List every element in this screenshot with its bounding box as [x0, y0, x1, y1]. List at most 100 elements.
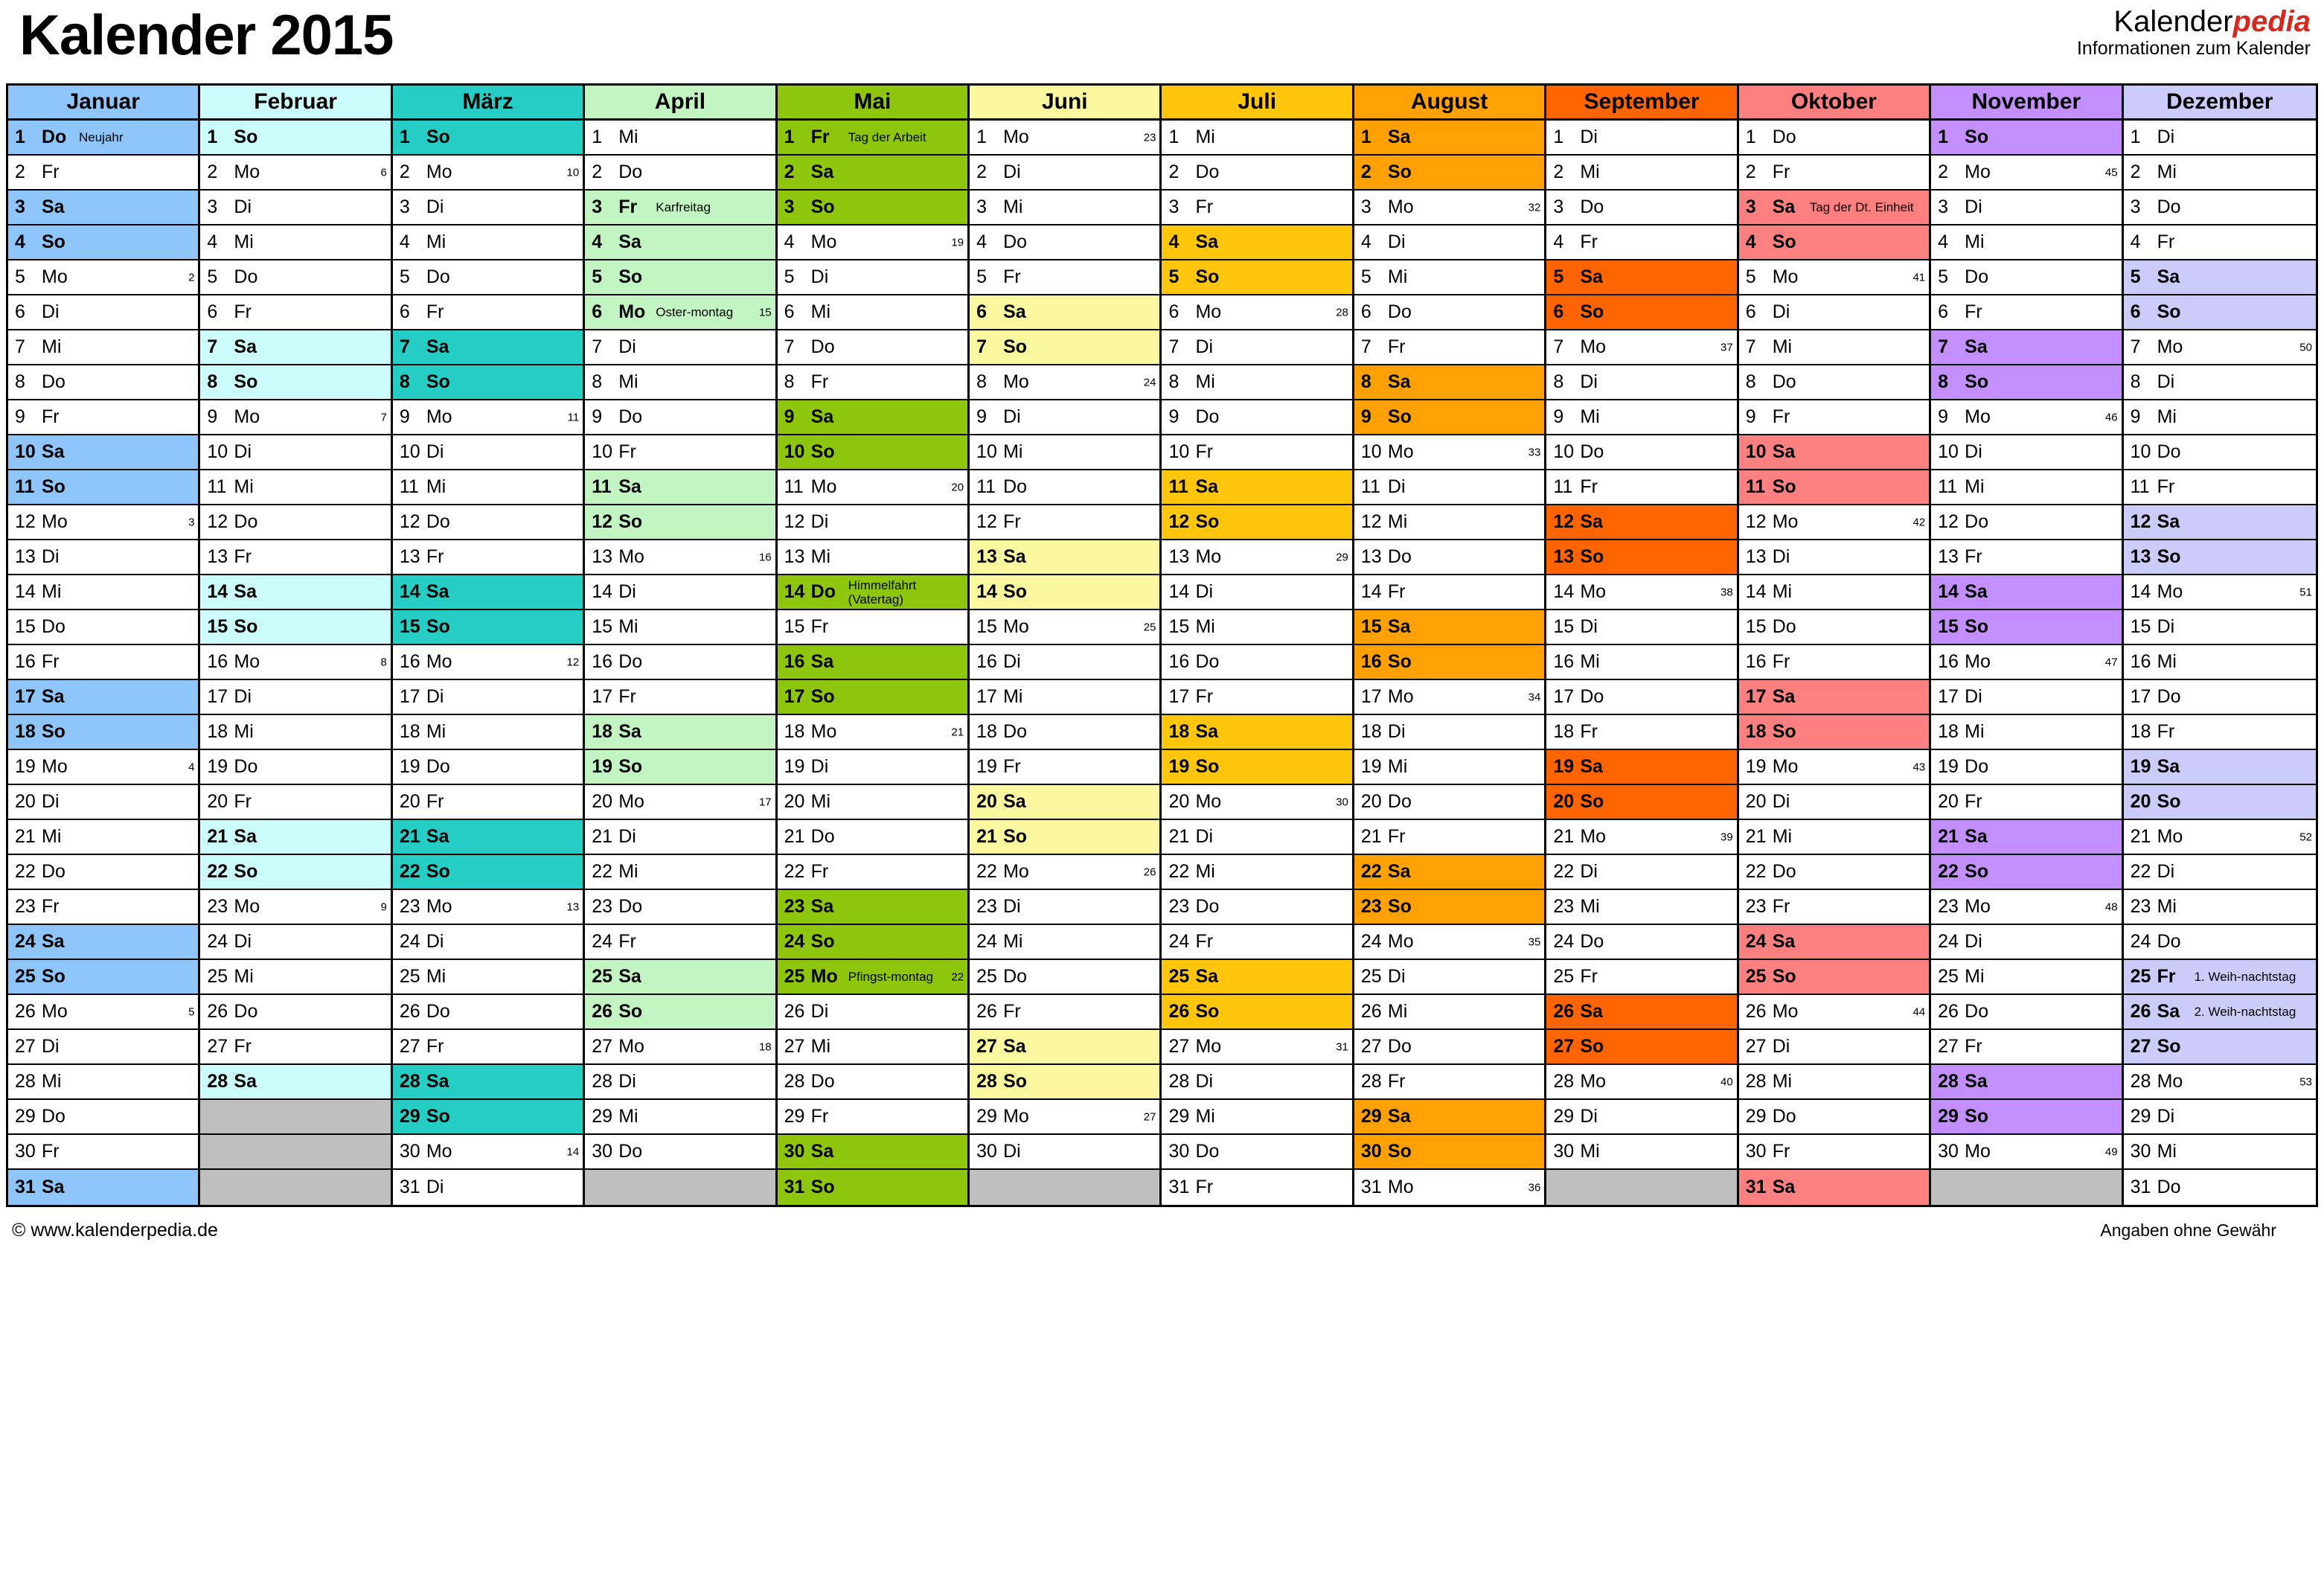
day-cell[interactable]: 11 Do	[970, 470, 1160, 505]
day-cell[interactable]: 8 Mo 24	[970, 365, 1160, 400]
day-cell[interactable]: 4 So	[1738, 225, 1930, 260]
day-cell[interactable]: 7 Sa	[200, 330, 391, 365]
day-cell[interactable]: 27 So	[2123, 1030, 2316, 1065]
day-cell[interactable]: 12 Sa	[2123, 505, 2316, 540]
day-cell[interactable]: 4 Do	[970, 225, 1160, 260]
day-cell[interactable]: 13 Di	[1738, 540, 1930, 575]
day-cell[interactable]: 29 Mi	[1162, 1100, 1352, 1135]
day-cell[interactable]: 28 Fr	[1354, 1065, 1545, 1100]
day-cell[interactable]: 10 Di	[392, 435, 583, 470]
day-cell[interactable]: 18 Fr	[2123, 715, 2316, 750]
day-cell[interactable]: 2 Fr	[8, 156, 199, 191]
day-cell[interactable]: 30 Do	[1162, 1135, 1352, 1170]
day-cell[interactable]: 16 Do	[1162, 645, 1352, 680]
day-cell[interactable]: 8 Mi	[585, 365, 775, 400]
day-cell[interactable]: 27 Mo 31	[1162, 1030, 1352, 1065]
day-cell[interactable]: 13 So	[2123, 540, 2316, 575]
day-cell[interactable]: 23 Sa	[777, 890, 968, 925]
day-cell[interactable]: 14 Sa	[200, 575, 391, 610]
day-cell[interactable]: 1 Mi	[585, 121, 775, 156]
day-cell[interactable]: 2 So	[1354, 156, 1545, 191]
day-cell[interactable]: 9 Mo 46	[1931, 400, 2122, 435]
day-cell[interactable]: 10 Di	[1931, 435, 2122, 470]
day-cell[interactable]: 9 Mo 11	[392, 400, 583, 435]
day-cell[interactable]: 28 Sa	[1931, 1065, 2122, 1100]
day-cell[interactable]: 1 So	[200, 121, 391, 156]
day-cell[interactable]: 27 Fr	[1931, 1030, 2122, 1065]
day-cell[interactable]: 28 Sa	[200, 1065, 391, 1100]
day-cell[interactable]: 15 Do	[1738, 610, 1930, 645]
day-cell[interactable]: 28 Mo 53	[2123, 1065, 2316, 1100]
day-cell[interactable]: 29 So	[1931, 1100, 2122, 1135]
day-cell[interactable]: 6 Mi	[777, 295, 968, 330]
day-cell[interactable]: 2 Mi	[2123, 156, 2316, 191]
day-cell[interactable]: 21 Di	[1162, 820, 1352, 855]
day-cell[interactable]: 25 Mi	[392, 960, 583, 995]
day-cell[interactable]: 6 Fr	[200, 295, 391, 330]
day-cell[interactable]: 15 So	[200, 610, 391, 645]
day-cell[interactable]: 12 So	[585, 505, 775, 540]
day-cell[interactable]: 18 Mi	[200, 715, 391, 750]
day-cell[interactable]: 29 Do	[1738, 1100, 1930, 1135]
day-cell[interactable]: 16 Sa	[777, 645, 968, 680]
day-cell[interactable]: 14 Di	[1162, 575, 1352, 610]
day-cell[interactable]: 3 Fr	[1162, 191, 1352, 225]
day-cell[interactable]: 7 Di	[585, 330, 775, 365]
day-cell[interactable]: 25 Sa	[585, 960, 775, 995]
day-cell[interactable]: 21 So	[970, 820, 1160, 855]
day-cell[interactable]: 9 Fr	[1738, 400, 1930, 435]
day-cell[interactable]: 19 Mo 4	[8, 750, 199, 785]
day-cell[interactable]: 1 Do Neujahr	[8, 121, 199, 156]
day-cell[interactable]: 8 Di	[1546, 365, 1737, 400]
day-cell[interactable]: 6 Mo Oster-​montag 15	[585, 295, 775, 330]
day-cell[interactable]: 15 Mi	[1162, 610, 1352, 645]
day-cell[interactable]: 8 So	[1931, 365, 2122, 400]
day-cell[interactable]: 22 Mi	[1162, 855, 1352, 890]
day-cell[interactable]: 23 Mo 48	[1931, 890, 2122, 925]
day-cell[interactable]: 1 Di	[2123, 121, 2316, 156]
day-cell[interactable]: 4 So	[8, 225, 199, 260]
day-cell[interactable]: 3 Di	[200, 191, 391, 225]
day-cell[interactable]: 23 Mo 13	[392, 890, 583, 925]
day-cell[interactable]: 4 Mi	[1931, 225, 2122, 260]
day-cell[interactable]: 29 Di	[2123, 1100, 2316, 1135]
day-cell[interactable]: 6 So	[2123, 295, 2316, 330]
day-cell[interactable]: 8 Do	[1738, 365, 1930, 400]
day-cell[interactable]: 16 Mo 8	[200, 645, 391, 680]
day-cell[interactable]: 5 Do	[200, 260, 391, 295]
day-cell[interactable]: 21 Sa	[392, 820, 583, 855]
day-cell[interactable]: 6 Do	[1354, 295, 1545, 330]
day-cell[interactable]: 19 Sa	[2123, 750, 2316, 785]
day-cell[interactable]: 19 Mo 43	[1738, 750, 1930, 785]
day-cell[interactable]: 4 Fr	[2123, 225, 2316, 260]
day-cell[interactable]: 8 Fr	[777, 365, 968, 400]
day-cell[interactable]: 6 Fr	[1931, 295, 2122, 330]
day-cell[interactable]: 29 Mo 27	[970, 1100, 1160, 1135]
day-cell[interactable]: 20 Mi	[777, 785, 968, 820]
day-cell[interactable]: 27 Do	[1354, 1030, 1545, 1065]
day-cell[interactable]: 22 Di	[1546, 855, 1737, 890]
day-cell[interactable]: 14 Mo 38	[1546, 575, 1737, 610]
day-cell[interactable]: 28 Sa	[392, 1065, 583, 1100]
day-cell[interactable]: 10 Sa	[8, 435, 199, 470]
day-cell[interactable]: 1 Di	[1546, 121, 1737, 156]
day-cell[interactable]: 15 Mi	[585, 610, 775, 645]
day-cell[interactable]: 26 Do	[200, 995, 391, 1030]
day-cell[interactable]: 20 Do	[1354, 785, 1545, 820]
day-cell[interactable]: 6 Fr	[392, 295, 583, 330]
day-cell[interactable]: 19 Mi	[1354, 750, 1545, 785]
day-cell[interactable]: 23 Fr	[1738, 890, 1930, 925]
day-cell[interactable]: 17 Do	[2123, 680, 2316, 715]
day-cell[interactable]: 31 Fr	[1162, 1170, 1351, 1205]
day-cell[interactable]: 24 Fr	[1162, 925, 1352, 960]
day-cell[interactable]: 12 Sa	[1546, 505, 1737, 540]
day-cell[interactable]: 3 Mo 32	[1354, 191, 1545, 225]
day-cell[interactable]: 17 Mo 34	[1354, 680, 1545, 715]
day-cell[interactable]: 16 Mo 12	[392, 645, 583, 680]
day-cell[interactable]: 15 Di	[1546, 610, 1737, 645]
day-cell[interactable]: 18 Mo 21	[777, 715, 968, 750]
day-cell[interactable]: 30 Do	[585, 1135, 775, 1170]
day-cell[interactable]: 10 Di	[200, 435, 391, 470]
day-cell[interactable]: 27 Mo 18	[585, 1030, 775, 1065]
day-cell[interactable]: 8 Di	[2123, 365, 2316, 400]
